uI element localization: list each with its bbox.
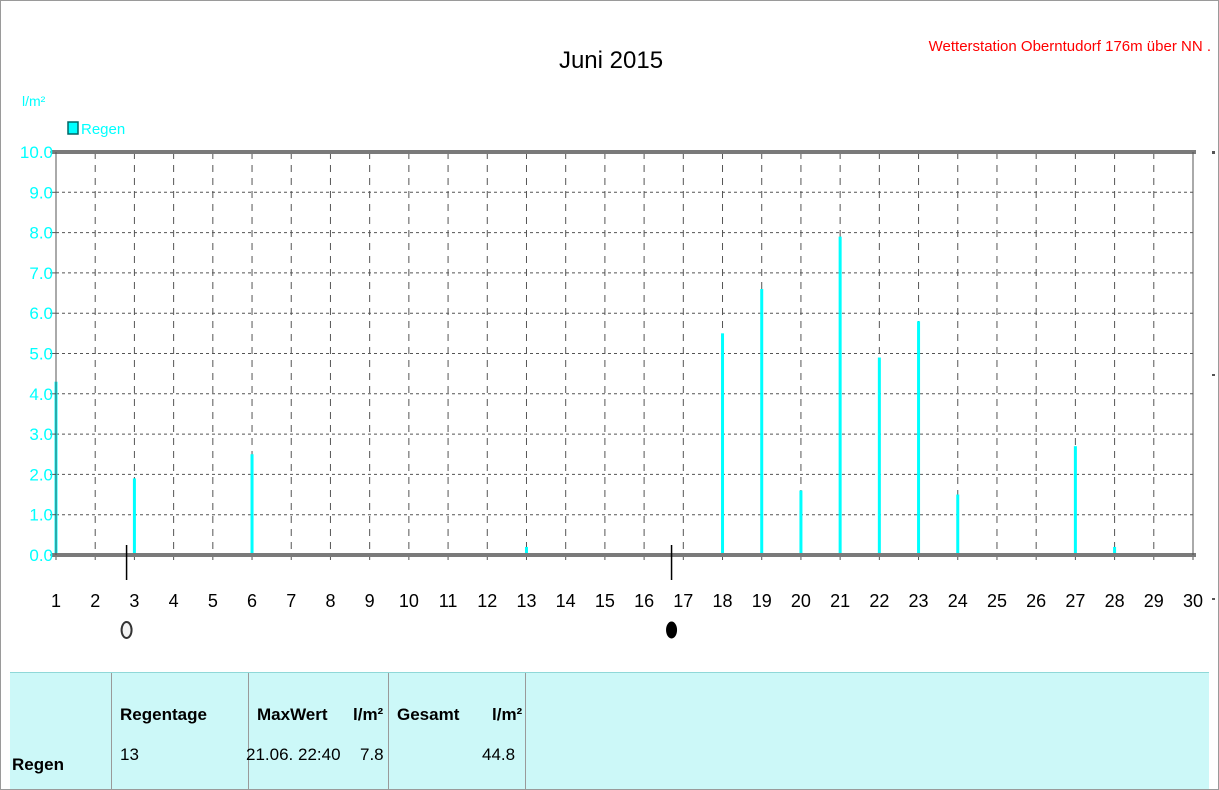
- maxwert-value: 7.8: [360, 745, 384, 764]
- moon-phases: [120, 545, 678, 639]
- x-tick-label: 28: [1105, 591, 1125, 611]
- grid: [56, 152, 1193, 555]
- x-tick-label: 1: [51, 591, 61, 611]
- y-tick-label: 4.0: [29, 385, 53, 404]
- table-divider: [388, 673, 389, 789]
- bar-day-13: [524, 546, 528, 555]
- right-edge-markers: [1212, 151, 1215, 600]
- bar-day-20: [799, 490, 803, 555]
- bar-day-22: [877, 357, 881, 555]
- x-tick-label: 18: [713, 591, 733, 611]
- x-tick-label: 25: [987, 591, 1007, 611]
- x-tick-label: 20: [791, 591, 811, 611]
- y-axis-unit: l/m²: [22, 93, 46, 109]
- bar-day-24: [956, 494, 960, 555]
- x-tick-label: 10: [399, 591, 419, 611]
- y-tick-label: 6.0: [29, 304, 53, 323]
- x-tick-label: 22: [869, 591, 889, 611]
- x-tick-label: 11: [439, 591, 458, 611]
- y-tick-label: 1.0: [29, 506, 53, 525]
- x-tick-label: 7: [286, 591, 296, 611]
- bar-day-3: [132, 478, 136, 555]
- bar-day-27: [1073, 446, 1077, 555]
- bar-day-23: [917, 321, 921, 555]
- gesamt-unit: l/m²: [492, 705, 523, 724]
- x-tick-label: 15: [595, 591, 615, 611]
- y-tick-label: 2.0: [29, 465, 53, 484]
- x-tick-label: 14: [556, 591, 576, 611]
- x-tick-label: 12: [477, 591, 497, 611]
- table-divider: [248, 673, 249, 789]
- chart-title: Juni 2015: [559, 47, 663, 74]
- x-tick-label: 30: [1183, 591, 1203, 611]
- axes: [50, 150, 1196, 560]
- x-tick-label: 27: [1065, 591, 1085, 611]
- regentage-value: 13: [120, 745, 139, 764]
- x-tick-label: 23: [909, 591, 929, 611]
- y-tick-label: 9.0: [29, 183, 53, 202]
- x-tick-label: 6: [247, 591, 257, 611]
- x-tick-label: 2: [90, 591, 100, 611]
- new-moon-icon: [666, 621, 678, 639]
- table-divider: [111, 673, 112, 789]
- x-tick-label: 5: [208, 591, 218, 611]
- station-label: Wetterstation Oberntudorf 176m über NN .: [929, 38, 1211, 55]
- summary-table: Regen Regentage 13 MaxWert l/m² 21.06. 2…: [10, 672, 1209, 789]
- bar-day-19: [760, 289, 764, 555]
- x-tick-label: 17: [673, 591, 693, 611]
- x-tick-label: 19: [752, 591, 772, 611]
- bar-day-18: [721, 333, 725, 555]
- y-tick-label: 8.0: [29, 224, 53, 243]
- legend-swatch: [67, 121, 79, 135]
- bar-day-28: [1113, 546, 1117, 555]
- maxwert-unit: l/m²: [353, 705, 384, 724]
- x-tick-label: 4: [169, 591, 179, 611]
- maxwert-time: 21.06. 22:40: [246, 745, 341, 764]
- y-tick-label: 5.0: [29, 345, 53, 364]
- bar-day-6: [250, 454, 254, 555]
- legend-label: Regen: [81, 121, 125, 138]
- maxwert-header: MaxWert: [257, 705, 328, 724]
- x-tick-label: 21: [830, 591, 850, 611]
- table-divider: [525, 673, 526, 789]
- x-tick-labels: 1 2 3 4 5 6 7 8 9 10 11 12 13 14 15 16 17 18 19 20 21 22 23 24 2…: [51, 591, 1203, 611]
- x-tick-label: 9: [365, 591, 375, 611]
- x-tick-label: 8: [325, 591, 335, 611]
- regentage-header: Regentage: [120, 705, 207, 724]
- row-label: Regen: [12, 755, 64, 774]
- gesamt-value: 44.8: [482, 745, 516, 764]
- x-tick-label: 24: [948, 591, 968, 611]
- x-tick-label: 26: [1026, 591, 1046, 611]
- rain-chart: Juni 2015 Wetterstation Oberntudorf 176m…: [20, 38, 1215, 639]
- x-tick-label: 16: [634, 591, 654, 611]
- y-tick-label: 10.0: [20, 143, 53, 162]
- bars: [54, 236, 1117, 555]
- y-tick-labels: 0.0 1.0 2.0 3.0 4.0 5.0 6.0 7.0 8.0 9.0 10.0: [20, 143, 53, 565]
- full-moon-icon: [120, 621, 133, 639]
- bar-day-21: [838, 236, 842, 555]
- gesamt-header: Gesamt: [397, 705, 460, 724]
- y-tick-label: 0.0: [29, 546, 53, 565]
- x-tick-label: 13: [516, 591, 536, 611]
- y-tick-label: 3.0: [29, 425, 53, 444]
- y-tick-label: 7.0: [29, 264, 53, 283]
- x-tick-label: 3: [129, 591, 139, 611]
- x-tick-label: 29: [1144, 591, 1164, 611]
